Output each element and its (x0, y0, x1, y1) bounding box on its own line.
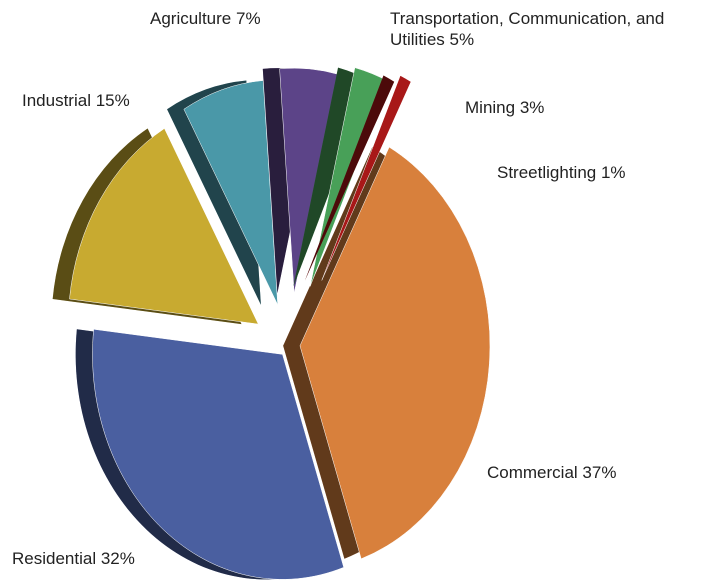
slice-label: Commercial 37% (487, 462, 687, 483)
pie-slice (321, 75, 412, 281)
category-name: Streetlighting (497, 163, 597, 182)
value-label: 37% (582, 463, 617, 482)
pie-slice (183, 80, 278, 305)
category-name: Mining (465, 98, 516, 117)
slice-shade (304, 75, 395, 281)
value-label: 3% (519, 98, 545, 117)
value-label: 15% (95, 91, 130, 110)
value-label: 7% (236, 9, 261, 28)
slice-group (52, 128, 259, 325)
pie-slice (69, 128, 259, 325)
value-label: 32% (100, 549, 135, 568)
slice-group (283, 146, 491, 560)
pie-slice (299, 146, 491, 560)
category-name: Industrial (22, 91, 91, 110)
category-name: Commercial (487, 463, 578, 482)
slice-label: Transportation, Communication, and Utili… (390, 8, 710, 50)
slice-group (262, 67, 340, 294)
slice-label: Residential 32% (12, 548, 212, 569)
value-label: 1% (600, 163, 626, 182)
slice-group (304, 75, 412, 281)
slice-label: Industrial 15% (22, 90, 222, 111)
slice-label: Mining 3% (465, 97, 665, 118)
value-label: 5% (449, 30, 475, 49)
slice-label: Streetlighting 1% (497, 162, 697, 183)
category-name: Residential (12, 549, 97, 568)
slice-group (167, 80, 278, 305)
slice-label: Agriculture 7% (150, 8, 350, 29)
slice-group (75, 328, 345, 580)
pie-slice (92, 328, 345, 580)
category-name: Transportation, Communication, and Utili… (390, 9, 665, 49)
category-name: Agriculture (150, 9, 232, 28)
